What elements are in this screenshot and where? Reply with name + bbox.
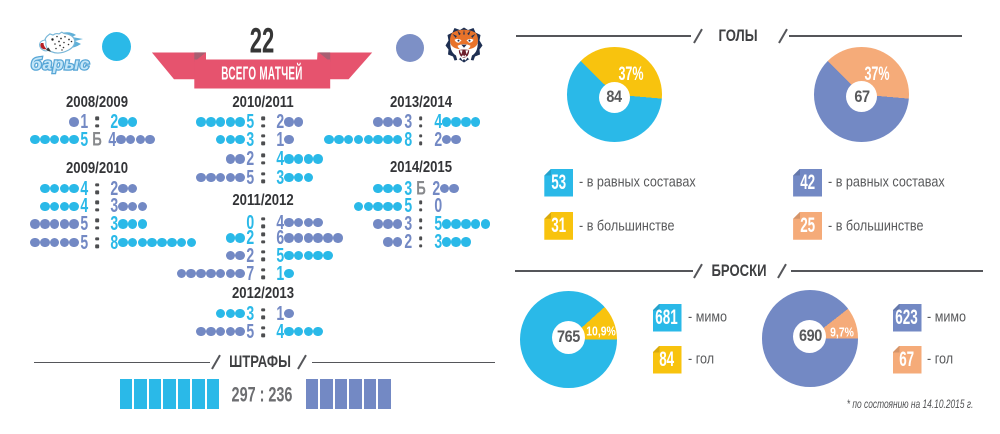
svg-text:барыс: барыс <box>31 55 90 74</box>
